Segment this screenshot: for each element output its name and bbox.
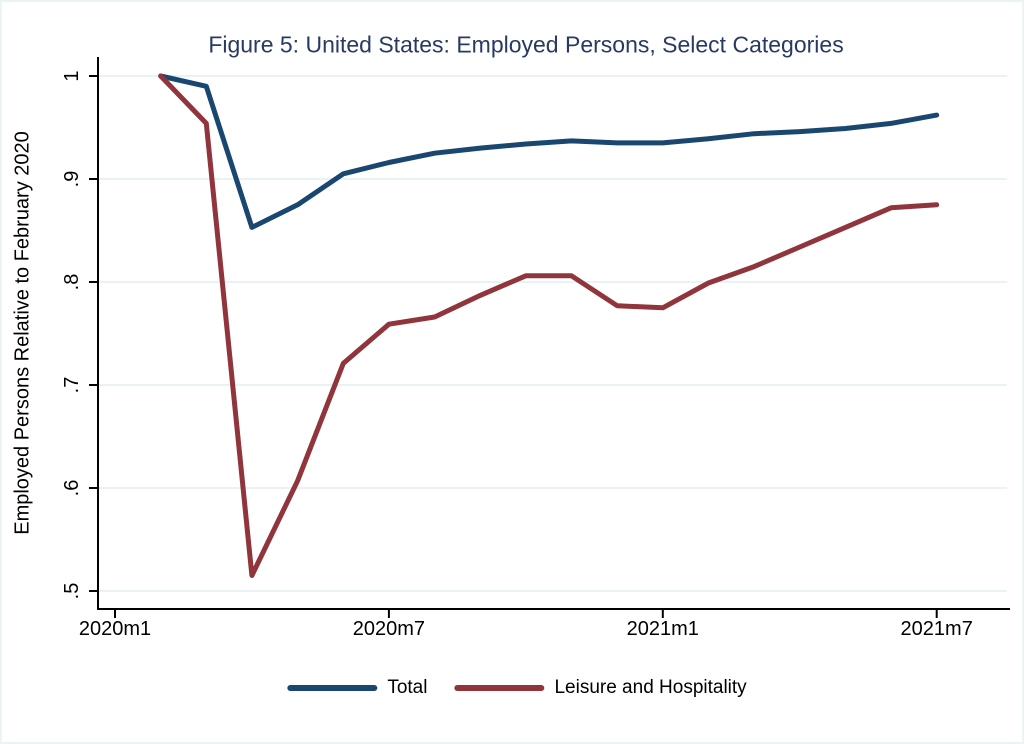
legend-line-swatch-leisure — [454, 685, 545, 691]
series-line-leisure-and-hospitality — [158, 73, 940, 578]
y-tick-label: .5 — [61, 583, 83, 600]
legend: Total Leisure and Hospitality — [287, 677, 747, 699]
x-tick-label: 2021m7 — [901, 618, 973, 640]
y-tick-label: .8 — [61, 274, 83, 291]
y-tick-label: 1 — [61, 70, 83, 81]
y-tick-label: .9 — [61, 171, 83, 188]
legend-item-leisure: Leisure and Hospitality — [454, 677, 747, 699]
x-tick-label: 2020m1 — [79, 618, 151, 640]
legend-label-leisure: Leisure and Hospitality — [554, 677, 747, 698]
x-tick-label: 2021m1 — [627, 618, 699, 640]
chart-title: Figure 5: United States: Employed Person… — [208, 31, 844, 58]
y-axis-title: Employed Persons Relative to February 20… — [11, 131, 34, 535]
legend-line-swatch-total — [287, 685, 378, 691]
legend-label-total: Total — [387, 677, 428, 698]
y-tick-label: .6 — [61, 480, 83, 497]
legend-item-total: Total — [287, 677, 427, 699]
series-line-total — [158, 73, 940, 230]
y-tick-label: .7 — [61, 377, 83, 394]
x-tick-label: 2020m7 — [353, 618, 425, 640]
